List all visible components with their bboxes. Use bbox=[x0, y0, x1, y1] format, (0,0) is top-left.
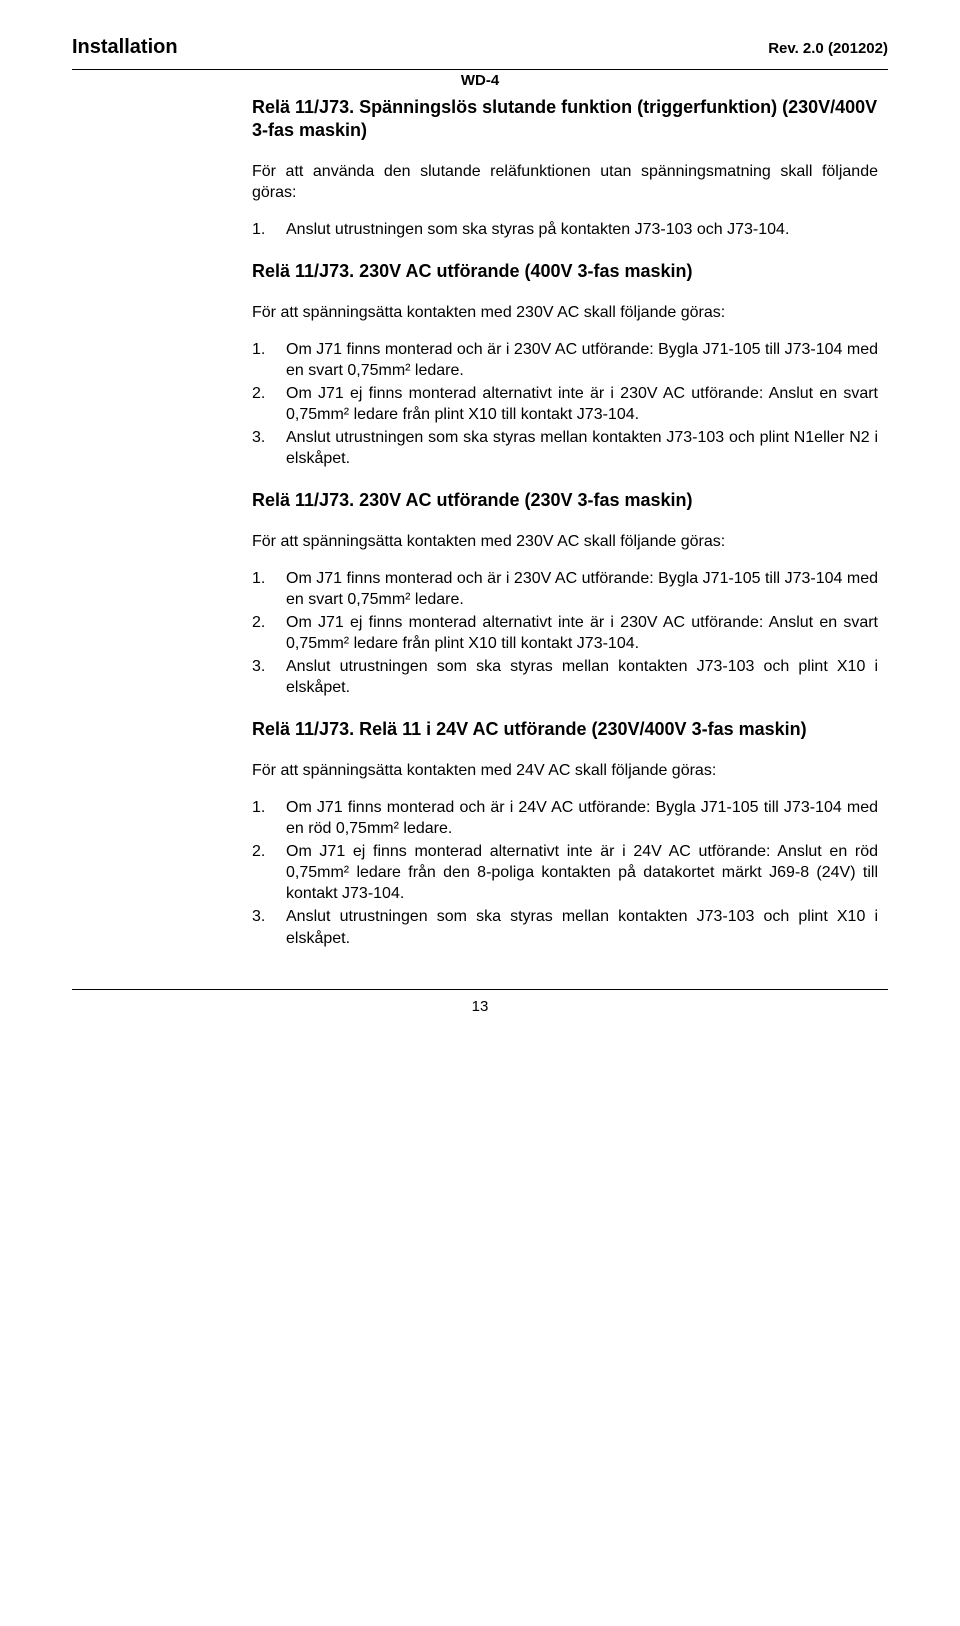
numbered-list: 1.Om J71 finns monterad och är i 230V AC… bbox=[252, 339, 878, 470]
list-item: 1.Om J71 finns monterad och är i 230V AC… bbox=[252, 339, 878, 381]
section-intro: För att använda den slutande reläfunktio… bbox=[252, 161, 878, 203]
list-item: 3.Anslut utrustningen som ska styras mel… bbox=[252, 656, 878, 698]
page-number: 13 bbox=[72, 998, 888, 1015]
list-item: 1.Om J71 finns monterad och är i 24V AC … bbox=[252, 797, 878, 839]
section-heading: Relä 11/J73. 230V AC utförande (400V 3-f… bbox=[252, 260, 878, 283]
section-intro: För att spänningsätta kontakten med 230V… bbox=[252, 531, 878, 552]
header-doc-code: WD-4 bbox=[461, 72, 499, 89]
numbered-list: 1.Anslut utrustningen som ska styras på … bbox=[252, 219, 878, 240]
list-item: 3.Anslut utrustningen som ska styras mel… bbox=[252, 906, 878, 948]
footer-rule bbox=[72, 989, 888, 990]
list-item: 1.Anslut utrustningen som ska styras på … bbox=[252, 219, 878, 240]
list-item: 2.Om J71 ej finns monterad alternativt i… bbox=[252, 841, 878, 904]
list-item: 3.Anslut utrustningen som ska styras mel… bbox=[252, 427, 878, 469]
numbered-list: 1.Om J71 finns monterad och är i 230V AC… bbox=[252, 568, 878, 699]
section-intro: För att spänningsätta kontakten med 230V… bbox=[252, 302, 878, 323]
page-header: Installation WD-4 Rev. 2.0 (201202) bbox=[72, 36, 888, 59]
section-intro: För att spänningsätta kontakten med 24V … bbox=[252, 760, 878, 781]
section-heading: Relä 11/J73. 230V AC utförande (230V 3-f… bbox=[252, 489, 878, 512]
header-revision: Rev. 2.0 (201202) bbox=[768, 40, 888, 57]
header-rule bbox=[72, 69, 888, 70]
list-item: 2.Om J71 ej finns monterad alternativt i… bbox=[252, 612, 878, 654]
numbered-list: 1.Om J71 finns monterad och är i 24V AC … bbox=[252, 797, 878, 949]
section-heading: Relä 11/J73. Spänningslös slutande funkt… bbox=[252, 96, 878, 143]
header-section-title: Installation bbox=[72, 36, 178, 59]
list-item: 1.Om J71 finns monterad och är i 230V AC… bbox=[252, 568, 878, 610]
section-heading: Relä 11/J73. Relä 11 i 24V AC utförande … bbox=[252, 718, 878, 741]
list-item: 2.Om J71 ej finns monterad alternativt i… bbox=[252, 383, 878, 425]
document-body: Relä 11/J73. Spänningslös slutande funkt… bbox=[252, 96, 878, 949]
